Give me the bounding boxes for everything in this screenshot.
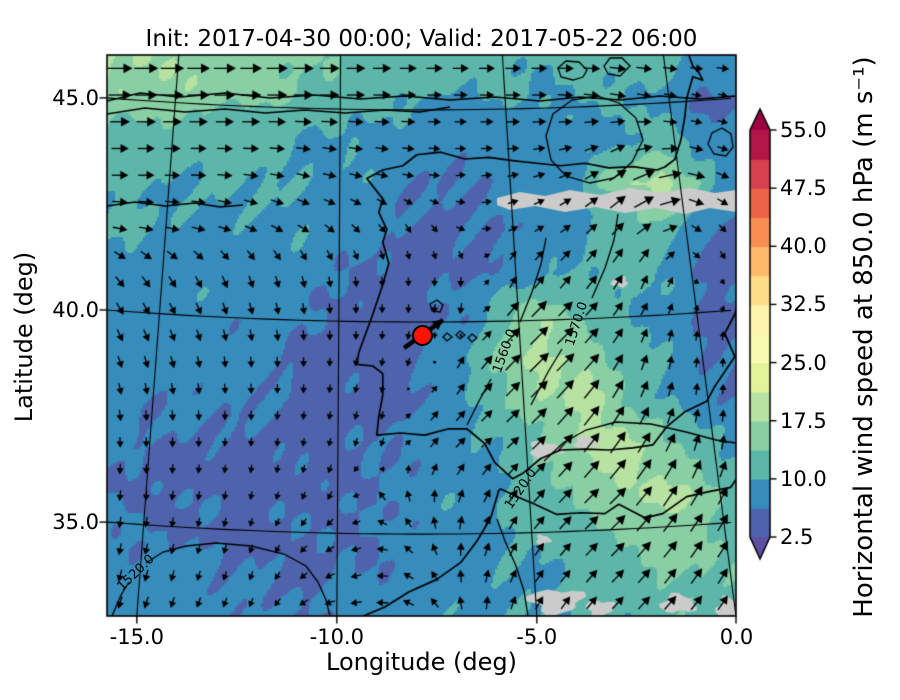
- colorbar-tick-label: 47.5: [780, 176, 827, 201]
- colorbar-tick-label: 55.0: [780, 118, 827, 142]
- y-tick-label: 35.0: [52, 510, 99, 535]
- x-tick-label: 0.0: [719, 625, 754, 649]
- colorbar-label: Horizontal wind speed at 850.0 hPa (m s⁻…: [849, 56, 879, 618]
- y-axis-label: Latitude (deg): [10, 251, 38, 423]
- location-marker: [412, 324, 434, 346]
- x-tick-label: -10.0: [309, 625, 364, 649]
- y-tick-label: 40.0: [52, 298, 99, 322]
- colorbar-tick-label: 10.0: [780, 466, 827, 491]
- colorbar-tick-label: 2.5: [780, 525, 814, 549]
- colorbar-tick-label: 32.5: [780, 292, 827, 317]
- colorbar-tick-label: 17.5: [780, 408, 827, 433]
- colorbar-tick-label: 40.0: [780, 234, 827, 259]
- y-tick-label: 45.0: [52, 85, 99, 110]
- plot-title: Init: 2017-04-30 00:00; Valid: 2017-05-2…: [145, 26, 698, 52]
- x-tick-label: -5.0: [516, 625, 558, 649]
- colorbar-tick-label: 25.0: [780, 350, 827, 375]
- x-tick-label: -15.0: [109, 625, 164, 649]
- x-axis-label: Longitude (deg): [326, 648, 517, 676]
